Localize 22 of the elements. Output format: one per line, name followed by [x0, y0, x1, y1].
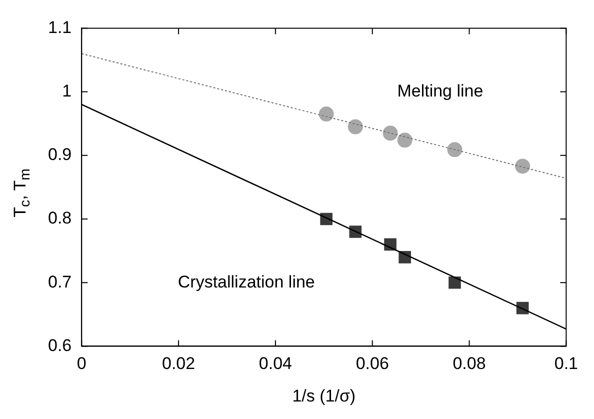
x-tick-label: 0.02 — [162, 354, 196, 374]
y-tick-label: 1 — [62, 81, 72, 100]
point — [318, 106, 334, 122]
y-tick-label: 0.9 — [48, 145, 72, 164]
y-tick-label: 1.1 — [48, 18, 72, 37]
point — [515, 158, 530, 174]
x-tick-label: 0 — [76, 354, 86, 374]
x-tick-label: 0.1 — [554, 354, 578, 374]
x-tick-label: 0.08 — [452, 354, 486, 374]
x-tick-label: 0.06 — [356, 354, 389, 374]
x-tick-label: 0.04 — [258, 354, 292, 374]
point — [447, 142, 462, 158]
point — [382, 126, 398, 141]
y-tick-label: 0.7 — [48, 272, 72, 292]
y-tick-label: 0.6 — [48, 336, 72, 355]
y-tick-label: 0.8 — [48, 208, 72, 228]
x-axis-title: 1/s (1/σ) — [292, 386, 356, 406]
point — [397, 132, 412, 148]
point — [448, 276, 461, 289]
annotation: Melting line — [397, 81, 484, 100]
annotation: Crystallization line — [178, 272, 315, 292]
point — [348, 119, 363, 134]
